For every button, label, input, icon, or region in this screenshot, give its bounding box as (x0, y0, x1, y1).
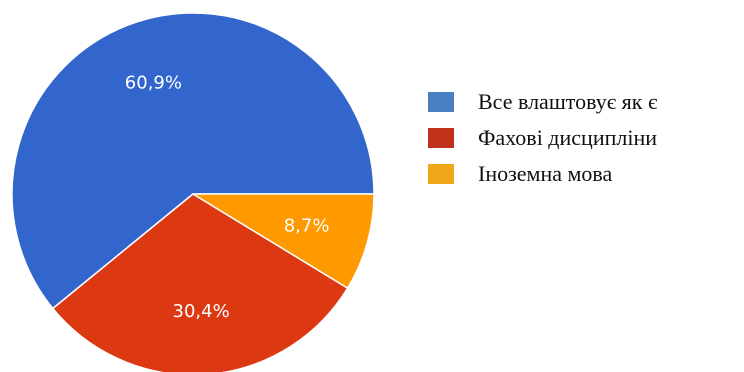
legend: Все влаштовує як є Фахові дисципліни Іно… (428, 84, 657, 192)
legend-item[interactable]: Все влаштовує як є (428, 84, 657, 120)
data-label: 30,4% (173, 301, 230, 322)
data-label: 60,9% (125, 72, 182, 93)
legend-label: Все влаштовує як є (478, 89, 658, 114)
legend-item[interactable]: Іноземна мова (428, 156, 657, 192)
legend-swatch (428, 164, 454, 184)
pie-slice[interactable] (192, 193, 375, 289)
pie-slice[interactable] (52, 193, 349, 372)
legend-label: Фахові дисципліни (478, 125, 657, 150)
legend-swatch (428, 92, 454, 112)
data-label: 8,7% (284, 215, 330, 236)
legend-swatch (428, 128, 454, 148)
legend-item[interactable]: Фахові дисципліни (428, 120, 657, 156)
legend-label: Іноземна мова (478, 161, 613, 186)
pie-slice[interactable] (11, 12, 375, 310)
